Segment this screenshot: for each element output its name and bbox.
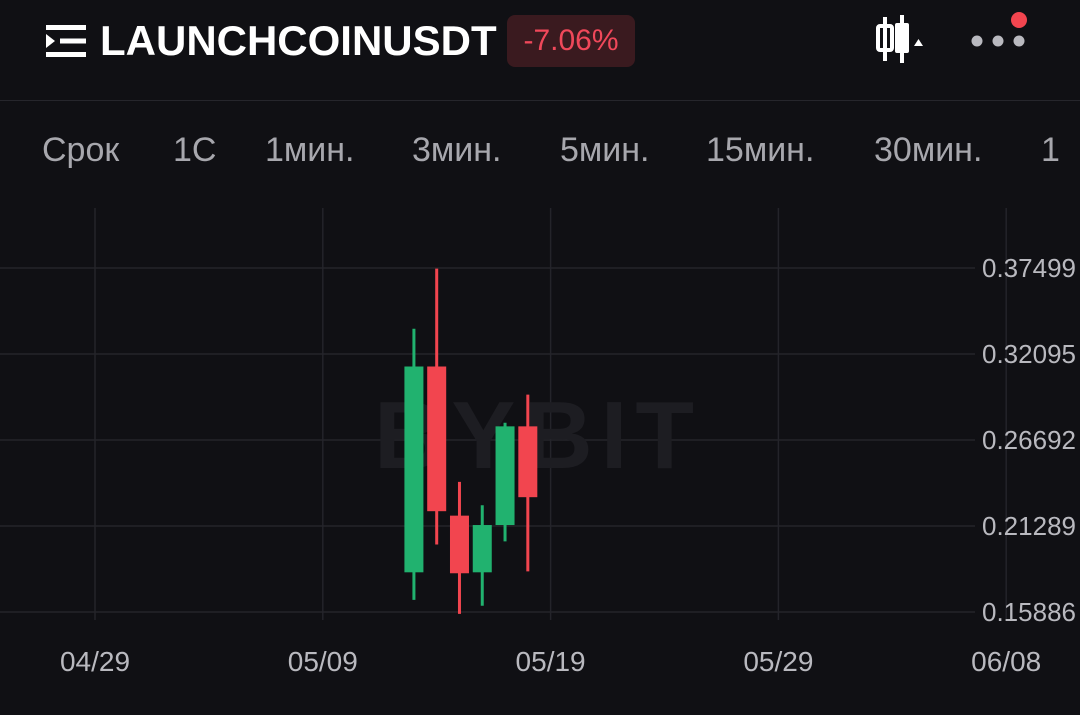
x-axis-label: 04/29 (60, 646, 130, 677)
y-axis-label: 0.21289 (982, 511, 1076, 541)
trading-pair-symbol[interactable]: LAUNCHCOINUSDT (100, 17, 497, 64)
candle-body (404, 366, 424, 573)
menu-icon[interactable] (46, 24, 88, 58)
candle-body (427, 366, 447, 512)
price-change-badge: -7.06% (507, 15, 635, 67)
candle-up (472, 505, 492, 606)
candle-body (472, 525, 492, 573)
top-bar: LAUNCHCOINUSDT -7.06% (0, 0, 1080, 101)
y-axis-label: 0.26692 (982, 425, 1076, 455)
y-axis-label: 0.37499 (982, 253, 1076, 283)
candle-body (518, 426, 538, 498)
x-axis-label: 05/29 (743, 646, 813, 677)
candle-body (449, 515, 469, 574)
tab-period[interactable]: Срок (42, 131, 120, 169)
more-dots-icon[interactable] (968, 10, 1032, 60)
y-axis-label: 0.15886 (982, 597, 1076, 627)
tab-30min[interactable]: 30мин. (874, 131, 983, 169)
x-axis-label: 06/08 (971, 646, 1041, 677)
tab-1s[interactable]: 1С (173, 131, 217, 169)
candlestick-chart[interactable]: BYBIT 0.374990.320950.266920.212890.1588… (0, 200, 1080, 715)
notification-dot (1011, 12, 1027, 28)
candle-up (404, 328, 424, 600)
x-axis-label: 05/19 (516, 646, 586, 677)
candle-down (427, 268, 447, 545)
tab-5min[interactable]: 5мин. (560, 131, 650, 169)
candle-up (495, 422, 515, 542)
candle-down (449, 481, 469, 614)
x-axis-label: 05/09 (288, 646, 358, 677)
tab-15min[interactable]: 15мин. (706, 131, 815, 169)
tab-1min[interactable]: 1мин. (265, 131, 355, 169)
y-axis-label: 0.32095 (982, 339, 1076, 369)
timeframe-tabs: Срок 1С 1мин. 3мин. 5мин. 15мин. 30мин. … (0, 100, 1080, 200)
candlestick-chart-icon[interactable] (873, 15, 929, 65)
tab-1h-partial[interactable]: 1 (1041, 131, 1060, 169)
price-chart[interactable]: BYBIT 0.37499 0.32095 0.26692 0.21289 0.1588… (0, 200, 1080, 715)
candle-body (495, 426, 515, 526)
tab-3min[interactable]: 3мин. (412, 131, 502, 169)
candle-down (518, 394, 538, 572)
